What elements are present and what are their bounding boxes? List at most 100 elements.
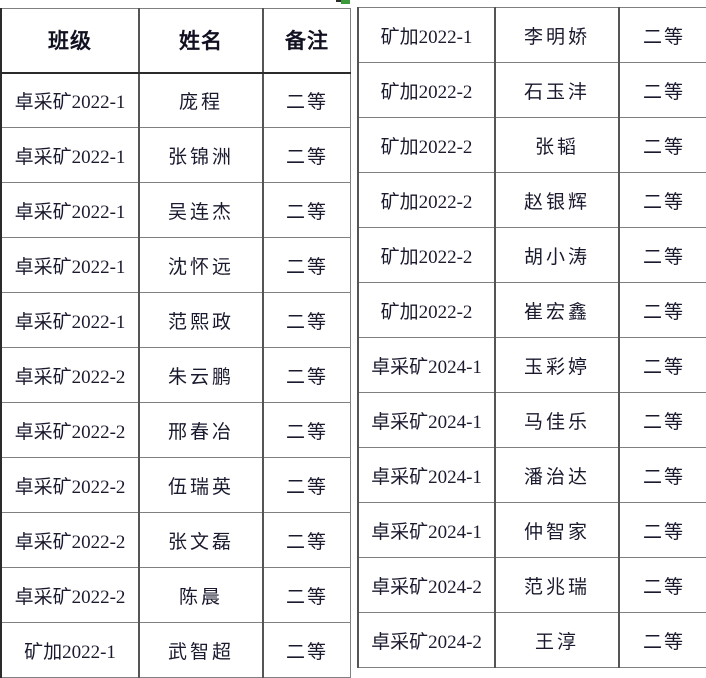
- cell-remark: 二等: [262, 622, 351, 678]
- cell-name-text: 邢春冶: [167, 421, 234, 443]
- cell-remark-text: 二等: [285, 476, 328, 498]
- cell-name: 石玉沣: [494, 62, 620, 118]
- cell-name: 玉彩婷: [494, 337, 620, 393]
- table-row: 卓采矿2022-1 沈怀远 二等: [0, 237, 351, 293]
- cell-remark-text: 二等: [642, 631, 685, 653]
- cell-remark-text: 二等: [642, 136, 685, 158]
- cell-remark: 二等: [618, 447, 706, 503]
- cell-remark-text: 二等: [642, 191, 685, 213]
- cell-class: 卓采矿2024-1: [357, 337, 496, 393]
- cell-class: 矿加2022-2: [357, 62, 496, 118]
- table-row: 矿加2022-1 李明娇 二等: [357, 7, 706, 63]
- table-row: 卓采矿2024-1 潘治达 二等: [357, 447, 706, 503]
- cell-name-text: 石玉沣: [523, 81, 590, 103]
- cell-name-text: 崔宏鑫: [523, 301, 590, 323]
- cell-class: 卓采矿2022-1: [0, 237, 140, 293]
- cell-name-text: 沈怀远: [167, 256, 234, 278]
- table-row: 卓采矿2022-2 朱云鹏 二等: [0, 347, 351, 403]
- cell-class-text: 卓采矿2024-2: [371, 576, 482, 598]
- table-row: 卓采矿2022-2 陈晨 二等: [0, 567, 351, 623]
- cell-remark-text: 二等: [642, 521, 685, 543]
- cell-class: 卓采矿2022-1: [0, 72, 140, 128]
- cell-class-text: 矿加2022-2: [380, 136, 473, 158]
- left-table-header: 班级 姓名 备注: [0, 8, 351, 74]
- cell-name: 崔宏鑫: [494, 282, 620, 338]
- cell-name-text: 李明娇: [523, 26, 590, 48]
- cell-class-text: 卓采矿2022-1: [14, 146, 126, 168]
- cell-name: 伍瑞英: [138, 457, 264, 513]
- cell-remark-text: 二等: [285, 531, 328, 553]
- left-table-body: 卓采矿2022-1 庞程 二等 卓采矿2022-1 张锦洲 二等 卓采矿2022-1 吴连杰二…: [0, 72, 351, 678]
- table-row: 矿加2022-2 崔宏鑫 二等: [357, 282, 706, 338]
- cell-remark-text: 二等: [285, 586, 328, 608]
- cell-name: 赵银辉: [494, 172, 620, 228]
- cell-class-text: 卓采矿2024-1: [371, 411, 482, 433]
- cell-remark: 二等: [618, 7, 706, 63]
- column-handle-tick: [336, 0, 342, 2]
- column-header-class: 班级: [0, 8, 140, 74]
- cell-class-text: 卓采矿2024-2: [371, 631, 482, 653]
- cell-class: 卓采矿2024-2: [357, 557, 496, 613]
- cell-remark-text: 二等: [285, 421, 328, 443]
- cell-class-text: 矿加2022-2: [380, 81, 473, 103]
- cell-name-text: 朱云鹏: [167, 366, 234, 388]
- cell-remark-text: 二等: [642, 246, 685, 268]
- cell-remark-text: 二等: [285, 366, 328, 388]
- cell-name-text: 陈晨: [178, 586, 223, 608]
- cell-name: 沈怀远: [138, 237, 264, 293]
- cell-name-text: 范熙政: [167, 311, 234, 333]
- cell-remark-text: 二等: [642, 466, 685, 488]
- cell-name: 仲智家: [494, 502, 620, 558]
- cell-name-text: 武智超: [167, 641, 234, 663]
- cell-remark: 二等: [618, 612, 706, 668]
- cell-class: 矿加2022-1: [357, 7, 496, 63]
- cell-name-text: 潘治达: [523, 466, 590, 488]
- cell-name-text: 王淳: [534, 631, 579, 653]
- cell-remark: 二等: [618, 62, 706, 118]
- cell-class-text: 卓采矿2022-2: [14, 586, 126, 608]
- cell-class-text: 卓采矿2022-1: [14, 311, 126, 333]
- cell-remark: 二等: [618, 502, 706, 558]
- cell-remark: 二等: [262, 567, 351, 623]
- table-row: 卓采矿2022-2 伍瑞英 二等: [0, 457, 351, 513]
- cell-name: 胡小涛: [494, 227, 620, 283]
- cell-name-text: 张韬: [534, 136, 579, 158]
- cell-name: 庞程: [138, 72, 264, 128]
- cell-remark: 二等: [262, 127, 351, 183]
- cell-remark: 二等: [262, 402, 351, 458]
- cell-name: 马佳乐: [494, 392, 620, 448]
- right-table-body: 矿加2022-1 李明娇 二等 矿加2022-2 石玉沣 二等 矿加2022-2 张韬 二等 矿加…: [357, 7, 706, 668]
- cell-name-text: 吴连杰: [167, 201, 234, 223]
- cell-class-text: 矿加2022-2: [380, 191, 473, 213]
- cell-class-text: 卓采矿2022-1: [14, 256, 126, 278]
- table-row: 卓采矿2024-2 范兆瑞 二等: [357, 557, 706, 613]
- cell-remark: 二等: [618, 117, 706, 173]
- class-name-table-left: 班级 姓名 备注 卓采矿2022-1 庞程 二等 卓采矿2022-1 张锦洲 二等 卓采矿2…: [0, 8, 351, 678]
- column-header-name: 姓名: [138, 8, 264, 74]
- cell-remark: 二等: [618, 172, 706, 228]
- cell-class: 卓采矿2022-2: [0, 512, 140, 568]
- cell-name: 张韬: [494, 117, 620, 173]
- table-row: 卓采矿2024-1 玉彩婷 二等: [357, 337, 706, 393]
- table-row: 卓采矿2024-1 仲智家 二等: [357, 502, 706, 558]
- cell-name: 邢春冶: [138, 402, 264, 458]
- table-row: 卓采矿2022-1 张锦洲 二等: [0, 127, 351, 183]
- cell-remark-text: 二等: [642, 301, 685, 323]
- cell-class: 卓采矿2022-2: [0, 567, 140, 623]
- cell-class: 卓采矿2022-1: [0, 127, 140, 183]
- cell-class-text: 卓采矿2022-2: [14, 531, 126, 553]
- cell-name-text: 庞程: [178, 91, 223, 113]
- cell-remark-text: 二等: [285, 91, 328, 113]
- column-header-remark: 备注: [262, 8, 351, 74]
- cell-remark-text: 二等: [285, 201, 328, 223]
- cell-class-text: 卓采矿2022-1: [14, 91, 126, 113]
- cell-class: 矿加2022-2: [357, 172, 496, 228]
- table-row: 卓采矿2024-2 王淳 二等: [357, 612, 706, 668]
- cell-remark-text: 二等: [642, 411, 685, 433]
- cell-remark-text: 二等: [285, 256, 328, 278]
- cell-class-text: 卓采矿2022-2: [14, 476, 126, 498]
- cell-class: 卓采矿2022-2: [0, 457, 140, 513]
- table-row: 矿加2022-2 张韬 二等: [357, 117, 706, 173]
- table-row: 卓采矿2022-1 吴连杰 二等: [0, 182, 351, 238]
- table-row: 卓采矿2022-1 范熙政 二等: [0, 292, 351, 348]
